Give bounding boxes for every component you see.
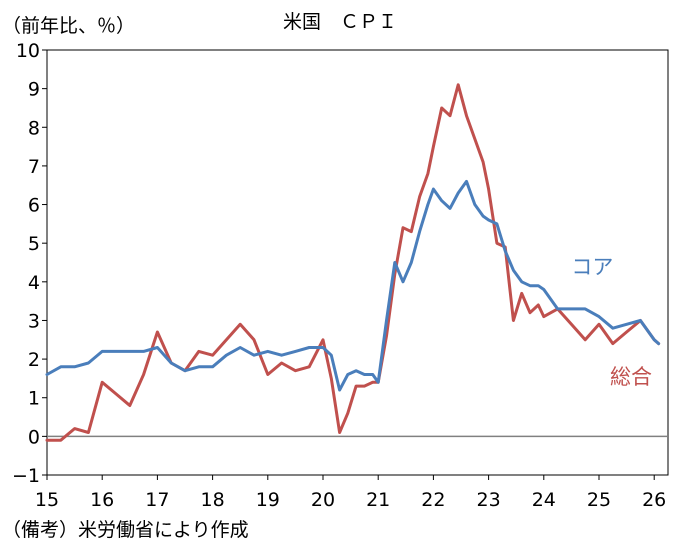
y-tick-label: 3 bbox=[28, 310, 40, 332]
x-tick-label: 16 bbox=[90, 489, 114, 511]
annotation-core: コア bbox=[571, 255, 613, 279]
y-tick-label: 7 bbox=[28, 156, 40, 178]
x-tick-label: 20 bbox=[311, 489, 335, 511]
y-tick-label: 4 bbox=[28, 272, 40, 294]
source-note: （備考）米労働省により作成 bbox=[2, 519, 249, 541]
x-tick-label: 15 bbox=[35, 489, 59, 511]
x-tick-label: 25 bbox=[587, 489, 611, 511]
series-line-core bbox=[45, 179, 661, 392]
x-tick-label: 17 bbox=[145, 489, 169, 511]
y-tick-label: 5 bbox=[28, 233, 40, 255]
y-tick-label: 9 bbox=[28, 79, 40, 101]
y-tick-label: 6 bbox=[28, 195, 40, 217]
y-tick-label: 0 bbox=[28, 426, 40, 448]
x-tick-label: 22 bbox=[421, 489, 445, 511]
y-tick-label: 8 bbox=[28, 117, 40, 139]
y-tick-label: −1 bbox=[12, 465, 40, 487]
y-tick-label: 2 bbox=[28, 349, 40, 371]
annotation-headline: 総合 bbox=[610, 365, 652, 389]
x-tick-label: 21 bbox=[366, 489, 390, 511]
chart-title: 米国 ＣＰＩ bbox=[283, 11, 397, 33]
plot-frame bbox=[46, 49, 669, 476]
x-tick-label: 24 bbox=[532, 489, 556, 511]
x-tick-label: 23 bbox=[477, 489, 501, 511]
x-tick-label: 19 bbox=[256, 489, 280, 511]
y-tick-label: 10 bbox=[16, 40, 40, 62]
x-tick-label: 26 bbox=[642, 489, 666, 511]
series-line-headline bbox=[45, 83, 661, 442]
y-tick-label: 1 bbox=[28, 388, 40, 410]
x-tick-label: 18 bbox=[201, 489, 225, 511]
y-axis-unit-label: （前年比、％） bbox=[2, 15, 135, 37]
